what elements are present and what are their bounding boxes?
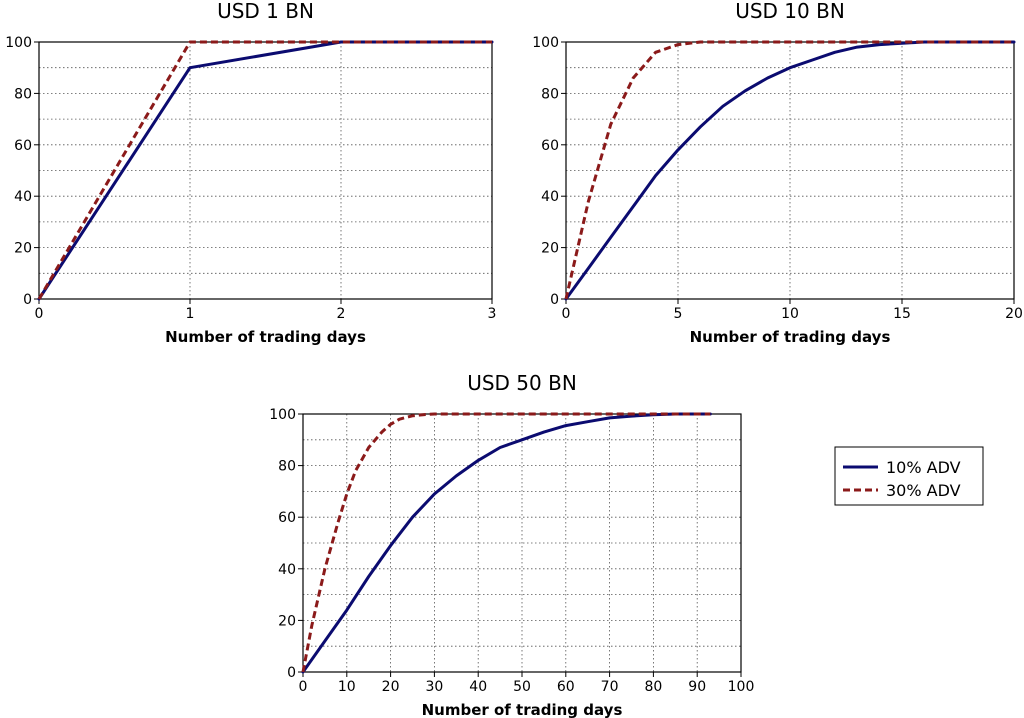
y-tick-label: 80 <box>278 459 296 475</box>
series-line-30-adv <box>564 40 1014 300</box>
x-tick-label: 10 <box>338 679 356 695</box>
y-tick-label: 60 <box>541 138 559 154</box>
y-tick-label: 20 <box>541 241 559 257</box>
y-tick-label: 40 <box>278 562 296 578</box>
y-tick-label: 0 <box>287 665 296 681</box>
plot-frame <box>38 41 493 300</box>
series-line-10-adv <box>37 40 494 301</box>
y-tick-label: 80 <box>541 86 559 102</box>
x-tick-label: 90 <box>688 679 706 695</box>
legend: 10% ADV 30% ADV <box>834 446 984 506</box>
x-tick-label: 80 <box>644 679 662 695</box>
y-tick-label: 20 <box>14 241 32 257</box>
chart-3: 0 20 40 60 80 100 0 10 20 30 40 50 60 70 80 90 100 USD 50… <box>269 371 754 718</box>
x-tick-label: 3 <box>488 306 497 322</box>
x-tick-label: 30 <box>425 679 443 695</box>
chart-2: 0 20 40 60 80 100 0 5 10 15 20 USD 10 BN Number of t… <box>532 0 1023 346</box>
chart-title: USD 1 BN <box>217 0 314 23</box>
y-tick-label: 80 <box>14 86 32 102</box>
x-tick-label: 10 <box>781 306 799 322</box>
x-tick-label: 100 <box>728 679 755 695</box>
x-tick-label: 0 <box>35 306 44 322</box>
y-tick-label: 60 <box>278 510 296 526</box>
legend-label: 30% ADV <box>886 481 961 500</box>
x-tick-label: 15 <box>893 306 911 322</box>
x-tick-label: 1 <box>186 306 195 322</box>
x-tick-label: 20 <box>1005 306 1023 322</box>
x-tick-label: 5 <box>674 306 683 322</box>
series-line-30-adv <box>301 412 711 673</box>
x-tick-label: 0 <box>299 679 308 695</box>
y-tick-label: 40 <box>14 189 32 205</box>
chart-1: 0 20 40 60 80 100 0 1 2 3 USD 1 BN Number of tradin… <box>5 0 496 346</box>
x-tick-label: 60 <box>557 679 575 695</box>
y-tick-label: 100 <box>269 407 296 423</box>
y-tick-label: 100 <box>532 35 559 51</box>
y-tick-label: 100 <box>5 35 32 51</box>
y-tick-label: 0 <box>550 292 559 308</box>
legend-box <box>834 446 984 506</box>
y-tick-label: 60 <box>14 138 32 154</box>
x-axis-label: Number of trading days <box>165 328 366 346</box>
x-tick-label: 50 <box>513 679 531 695</box>
chart-title: USD 50 BN <box>467 371 577 395</box>
x-axis-label: Number of trading days <box>690 328 891 346</box>
chart-title: USD 10 BN <box>735 0 845 23</box>
series-line-30-adv <box>37 40 492 300</box>
x-axis-label: Number of trading days <box>422 701 623 718</box>
x-tick-label: 2 <box>337 306 346 322</box>
y-tick-label: 20 <box>278 613 296 629</box>
y-tick-label: 40 <box>541 189 559 205</box>
x-tick-label: 40 <box>469 679 487 695</box>
x-tick-label: 70 <box>601 679 619 695</box>
legend-label: 10% ADV <box>886 458 961 477</box>
x-tick-label: 0 <box>562 306 571 322</box>
x-tick-label: 20 <box>382 679 400 695</box>
y-tick-label: 0 <box>23 292 32 308</box>
